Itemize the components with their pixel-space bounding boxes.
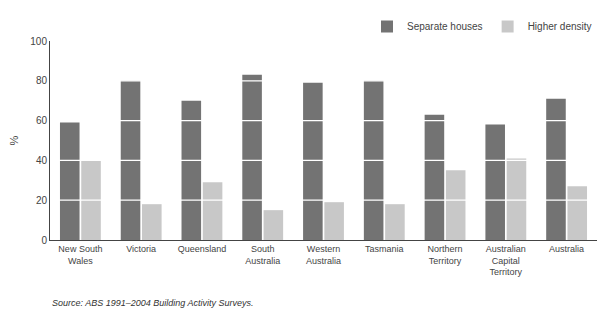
- svg-text:0: 0: [41, 235, 47, 246]
- svg-text:80: 80: [36, 75, 48, 86]
- svg-text:Tasmania: Tasmania: [365, 244, 404, 254]
- svg-text:New SouthWales: New SouthWales: [58, 244, 102, 266]
- svg-text:20: 20: [36, 195, 48, 206]
- svg-text:40: 40: [36, 155, 48, 166]
- svg-text:WesternAustralia: WesternAustralia: [306, 244, 341, 266]
- svg-text:Australia: Australia: [549, 244, 584, 254]
- svg-text:Queensland: Queensland: [178, 244, 227, 254]
- svg-text:Victoria: Victoria: [126, 244, 156, 254]
- svg-text:100: 100: [30, 36, 47, 47]
- svg-text:AustralianCapitalTerritory: AustralianCapitalTerritory: [486, 244, 526, 277]
- svg-text:Higher density: Higher density: [528, 21, 592, 32]
- svg-text:%: %: [8, 135, 20, 145]
- svg-text:Source: ABS 1991–2004 Building: Source: ABS 1991–2004 Building Activity …: [52, 298, 253, 308]
- svg-text:SouthAustralia: SouthAustralia: [245, 244, 280, 266]
- svg-text:NorthernTerritory: NorthernTerritory: [428, 244, 463, 266]
- svg-text:Separate houses: Separate houses: [407, 21, 483, 32]
- svg-text:60: 60: [36, 115, 48, 126]
